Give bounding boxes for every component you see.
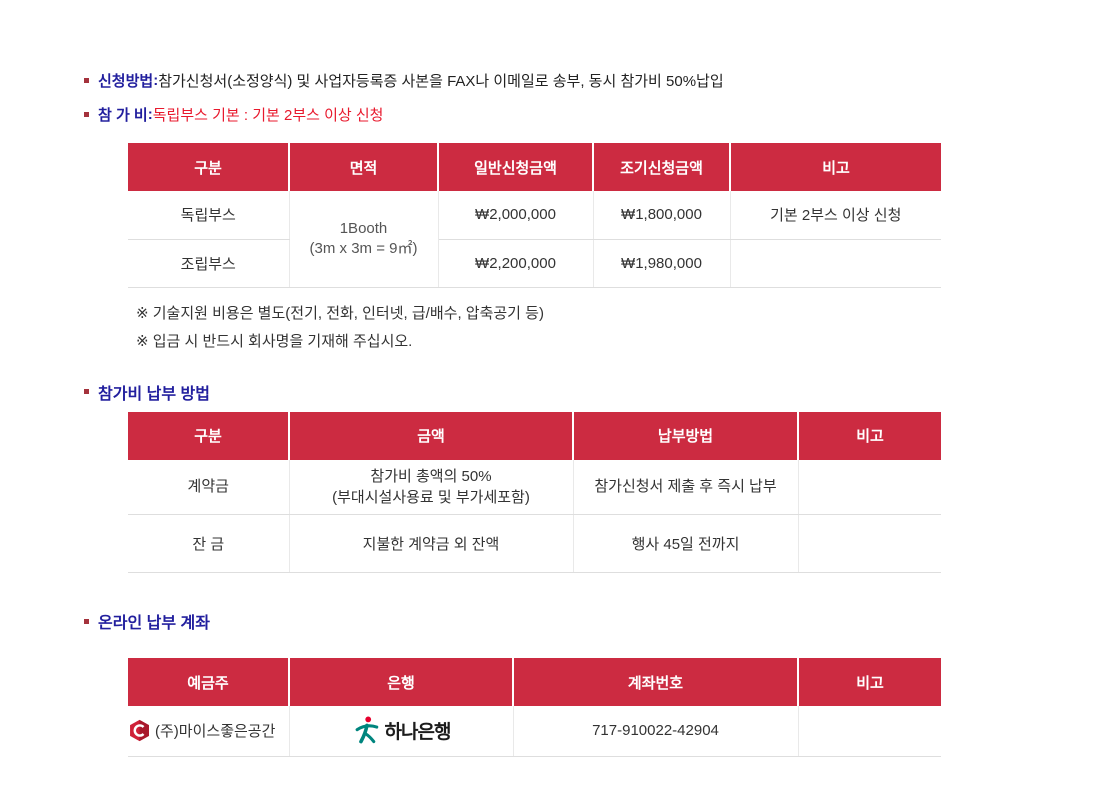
general-price: ₩2,200,000 [438, 239, 594, 288]
account-section-title: 온라인 납부 계좌 [84, 609, 1100, 633]
booth-note [730, 239, 941, 288]
application-method-text: 참가신청서(소정양식) 및 사업자등록증 사본을 FAX나 이메일로 송부, 동… [158, 73, 724, 90]
bullet-square-icon [84, 78, 89, 83]
booth-type: 조립부스 [128, 239, 290, 288]
payment-method-table: 구분 금액 납부방법 비고 계약금 참가비 총액의 50% (부대시설사용료 및… [128, 411, 941, 573]
early-price: ₩1,800,000 [593, 191, 731, 240]
bank-cell: 하나은행 [289, 706, 514, 757]
payment-section-title: 참가비 납부 방법 [84, 380, 1100, 404]
early-price: ₩1,980,000 [593, 239, 731, 288]
application-method-label: 신청방법 [98, 73, 154, 90]
account-holder-cell: (주)마이스좋은공간 [128, 706, 290, 757]
col-header-account-number: 계좌번호 [513, 658, 799, 706]
payment-amount-line2: (부대시설사용료 및 부가세포함) [332, 488, 530, 506]
separator: : [147, 106, 153, 123]
table-row-deposit: 계약금 참가비 총액의 50% (부대시설사용료 및 부가세포함) 참가신청서 … [128, 459, 941, 515]
payment-type: 잔 금 [128, 514, 290, 573]
separator: : [153, 72, 159, 89]
bank-account-table: 예금주 은행 계좌번호 비고 [128, 658, 941, 757]
payment-method: 참가신청서 제출 후 즉시 납부 [573, 459, 799, 515]
payment-section-title-text: 참가비 납부 방법 [98, 385, 210, 403]
payment-method: 행사 45일 전까지 [573, 514, 799, 573]
col-header-holder: 예금주 [128, 658, 290, 706]
payment-table-header-row: 구분 금액 납부방법 비고 [128, 411, 941, 460]
application-method-line: 신청방법 : 참가신청서(소정양식) 및 사업자등록증 사본을 FAX나 이메일… [84, 70, 1100, 91]
note-tech-support: ※ 기술지원 비용은 별도(전기, 전화, 인터넷, 급/배수, 압축공기 등) [136, 304, 544, 322]
booth-table-header-row: 구분 면적 일반신청금액 조기신청금액 비고 [128, 143, 941, 191]
col-header-early-price: 조기신청금액 [593, 143, 731, 191]
payment-amount: 지불한 계약금 외 잔액 [289, 514, 574, 573]
table-row-account: (주)마이스좋은공간 하나은행 [128, 706, 941, 757]
payment-note [798, 514, 941, 573]
account-table-header-row: 예금주 은행 계좌번호 비고 [128, 658, 941, 706]
col-header-general-price: 일반신청금액 [438, 143, 594, 191]
account-section-title-text: 온라인 납부 계좌 [98, 615, 210, 632]
intro-section: 신청방법 : 참가신청서(소정양식) 및 사업자등록증 사본을 FAX나 이메일… [84, 0, 1100, 125]
col-header-area: 면적 [289, 143, 439, 191]
bullet-square-icon [84, 618, 89, 624]
col-header-note: 비고 [798, 411, 941, 460]
notes-section: ※ 기술지원 비용은 별도(전기, 전화, 인터넷, 급/배수, 압축공기 등)… [136, 300, 1100, 356]
mice-company-logo-icon [129, 719, 150, 742]
payment-amount-line1: 참가비 총액의 50% [370, 467, 492, 485]
note-deposit-name: ※ 입금 시 반드시 회사명을 기재해 주십시오. [136, 332, 413, 350]
booth-area: 1Booth (3m x 3m = 9㎡) [289, 191, 439, 288]
booth-type: 독립부스 [128, 191, 290, 240]
participation-fee-label: 참 가 비 [98, 107, 148, 124]
payment-type: 계약금 [128, 459, 290, 515]
payment-amount: 참가비 총액의 50% (부대시설사용료 및 부가세포함) [289, 459, 574, 515]
account-note [798, 706, 941, 757]
bullet-square-icon [84, 112, 89, 117]
col-header-note: 비고 [730, 143, 941, 191]
col-header-note: 비고 [798, 658, 941, 706]
participation-fee-text: 독립부스 기본 : 기본 2부스 이상 신청 [152, 107, 384, 124]
col-header-bank: 은행 [289, 658, 514, 706]
bullet-square-icon [84, 389, 89, 394]
bank-name: 하나은행 [384, 722, 452, 744]
account-holder-name: (주)마이스좋은공간 [155, 723, 276, 741]
booth-note: 기본 2부스 이상 신청 [730, 191, 941, 240]
general-price: ₩2,000,000 [438, 191, 594, 240]
table-row-balance: 잔 금 지불한 계약금 외 잔액 행사 45일 전까지 [128, 514, 941, 573]
participation-fee-line: 참 가 비 : 독립부스 기본 : 기본 2부스 이상 신청 [84, 104, 1100, 125]
col-header-type: 구분 [128, 411, 290, 460]
col-header-type: 구분 [128, 143, 290, 191]
booth-area-line2: (3m x 3m = 9㎡) [309, 239, 418, 257]
table-row-independent-booth: 독립부스 1Booth (3m x 3m = 9㎡) ₩2,000,000 ₩1… [128, 191, 941, 288]
col-header-method: 납부방법 [573, 411, 799, 460]
payment-note [798, 459, 941, 515]
account-number: 717-910022-42904 [513, 706, 799, 757]
table-row-assembled-booth: 조립부스 ₩2,200,000 ₩1,980,000 [128, 239, 941, 288]
col-header-amount: 금액 [289, 411, 574, 460]
booth-price-table: 구분 면적 일반신청금액 조기신청금액 비고 독립부스 1Booth (3m x… [128, 143, 941, 288]
hana-bank-logo-icon [352, 715, 381, 746]
booth-area-line1: 1Booth [339, 219, 388, 237]
